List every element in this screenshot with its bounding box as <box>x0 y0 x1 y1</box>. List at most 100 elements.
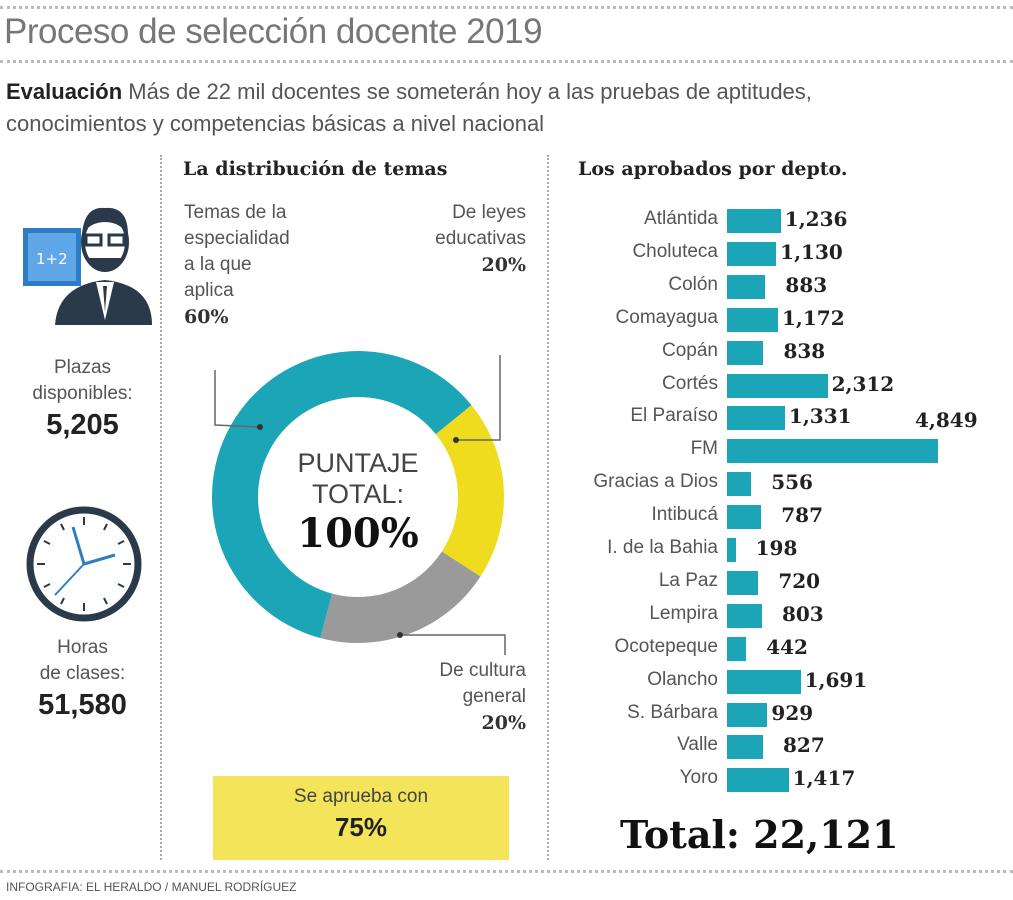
slice-label-cultura: De cultura general 20% <box>439 658 526 736</box>
bar-category-label: El Paraíso <box>630 405 718 427</box>
bar <box>727 669 801 694</box>
bar-value-label: 1,172 <box>781 305 845 330</box>
donut-slice <box>435 405 504 577</box>
bar-value-label: 720 <box>778 568 821 593</box>
bar-category-label: FM <box>690 438 718 460</box>
label-line: general <box>462 686 526 707</box>
bar <box>727 209 781 233</box>
bar-category-label: Yoro <box>679 767 718 789</box>
donut-title: La distribución de temas <box>183 158 448 180</box>
label-line: especialidad <box>184 228 290 249</box>
bar-value-label: 4,849 <box>915 408 978 433</box>
bar-category-label: Comayagua <box>615 306 718 328</box>
bar <box>727 636 747 661</box>
leader-dot <box>397 632 403 638</box>
bar-value-label: 787 <box>781 503 823 528</box>
horas-label-1: Horas <box>57 637 108 658</box>
label-line: aplica <box>184 280 234 301</box>
bar <box>727 603 762 628</box>
center-line-3: 100% <box>297 510 419 557</box>
bar-chart-title: Los aprobados por depto. <box>578 158 848 180</box>
donut-chart: PUNTAJE TOTAL: 100% <box>212 351 506 655</box>
teacher-icon: 1+2 <box>23 207 152 325</box>
bar-category-label: Ocotepeque <box>614 635 718 657</box>
bar <box>727 735 763 760</box>
bar-category-label: S. Bárbara <box>627 701 718 723</box>
bar <box>727 505 762 530</box>
leader-dot <box>453 437 459 443</box>
page-title: Proceso de selección docente 2019 <box>4 12 543 51</box>
bar-category-label: I. de la Bahia <box>607 537 718 558</box>
leader-line <box>456 355 501 441</box>
bar <box>727 439 938 464</box>
bar <box>727 241 777 266</box>
bar-value-label: 556 <box>771 470 813 495</box>
label-line: De cultura <box>439 660 526 681</box>
bar-category-label: Gracias a Dios <box>593 471 718 493</box>
bar-value-label: 2,312 <box>831 371 895 396</box>
bar-value-label: 1,236 <box>784 207 848 231</box>
subtitle-text: Más de 22 mil docentes se someterán hoy … <box>6 79 812 136</box>
bar-category-label: La Paz <box>658 569 718 591</box>
bar-category-label: Cortés <box>662 372 718 394</box>
bar-category-label: Olancho <box>647 668 718 690</box>
bar-value-label: 1,691 <box>804 667 868 692</box>
bar-category-label: Choluteca <box>632 240 718 262</box>
clock-icon <box>26 506 142 622</box>
plazas-label-2: disponibles: <box>32 383 133 404</box>
leader-line <box>400 634 506 655</box>
bar-value-label: 1,417 <box>792 766 856 791</box>
plazas-label: Plazas disponibles: <box>0 355 165 407</box>
column-divider <box>160 155 162 860</box>
subtitle-lead: Evaluación <box>6 79 123 104</box>
slice-percent: 60% <box>184 306 229 328</box>
bar <box>727 472 752 497</box>
approve-value: 75% <box>334 812 388 842</box>
bar-category-label: Lempira <box>649 602 718 624</box>
svg-text:1+2: 1+2 <box>36 250 68 268</box>
label-line: a la que <box>184 254 252 275</box>
approve-box: Se aprueba con 75% <box>213 776 509 860</box>
approve-label: Se aprueba con <box>293 786 429 807</box>
bar <box>727 406 785 431</box>
top-divider <box>0 6 1013 9</box>
center-line-2: TOTAL: <box>312 479 404 509</box>
label-line: educativas <box>435 228 526 249</box>
bar <box>727 538 736 562</box>
subtitle: Evaluación Más de 22 mil docentes se som… <box>6 76 906 140</box>
horas-value: 51,580 <box>38 689 127 721</box>
title-divider <box>0 60 1013 63</box>
plazas-label-1: Plazas <box>53 357 112 378</box>
slice-label-especialidad: Temas de la especialidad a la que aplica… <box>184 200 290 330</box>
bar-value-label: 827 <box>782 733 825 758</box>
leader-dot <box>257 424 263 430</box>
bar-value-label: 803 <box>781 601 824 626</box>
bar-category-label: Intibucá <box>651 504 718 526</box>
plazas-value: 5,205 <box>46 409 119 441</box>
leader-line <box>214 370 261 428</box>
bar <box>727 768 789 793</box>
donut-slice <box>212 351 472 639</box>
bar <box>727 307 778 332</box>
credits: INFOGRAFIA: EL HERALDO / MANUEL RODRÍGUE… <box>6 880 297 894</box>
bar-category-label: Atlántida <box>644 208 718 229</box>
slice-percent: 20% <box>481 254 527 276</box>
bar-category-label: Valle <box>677 734 718 756</box>
slice-label-leyes: De leyes educativas 20% <box>435 200 526 278</box>
donut-slice <box>320 551 481 643</box>
center-line-1: PUNTAJE <box>297 448 418 478</box>
bar <box>727 274 766 299</box>
slice-percent: 20% <box>481 712 527 734</box>
horas-label: Horas de clases: <box>0 635 165 687</box>
bar <box>727 373 828 398</box>
bar-category-label: Copán <box>662 339 718 361</box>
bar-value-label: 1,331 <box>788 404 852 429</box>
bar-value-label: 442 <box>766 634 808 659</box>
bar-value-label: 198 <box>755 536 798 560</box>
bar-value-label: 883 <box>785 272 828 297</box>
column-divider <box>547 155 549 860</box>
bar-category-label: Colón <box>668 273 718 295</box>
bar <box>727 570 759 595</box>
total-label: Total: 22,121 <box>620 812 899 857</box>
bar-value-label: 929 <box>771 700 814 725</box>
